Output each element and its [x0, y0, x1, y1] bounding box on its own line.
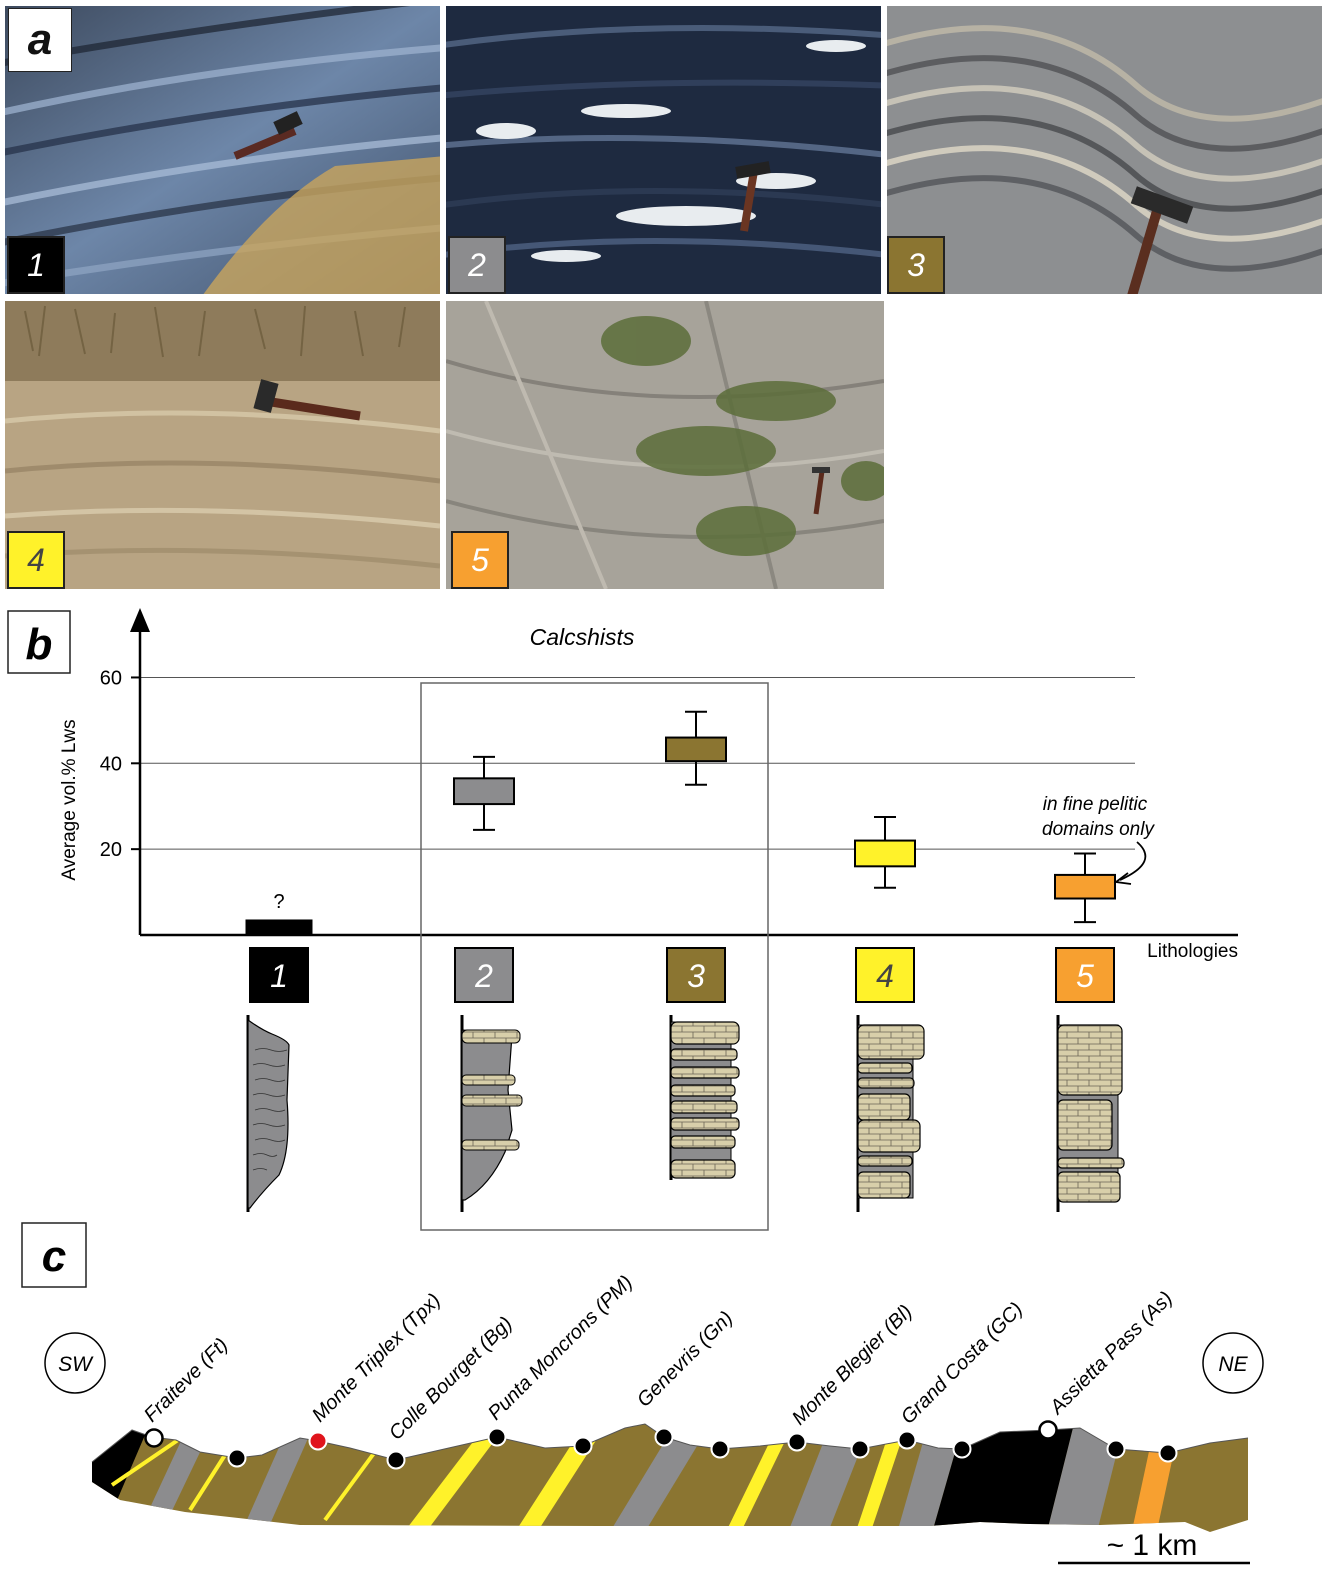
category-badges: 1 2 3 4 5: [249, 947, 1115, 1003]
locality-label-fraiteve: Fraiteve (Ft): [140, 1334, 233, 1427]
box-5: [1054, 873, 1116, 900]
category-label-1: 1: [270, 958, 288, 994]
category-badge-3: [666, 947, 726, 1003]
ne-label: NE: [1218, 1353, 1248, 1376]
site-marker: [487, 1427, 507, 1447]
scale-bar-label: ~ 1 km: [1107, 1529, 1198, 1562]
site-marker: [1158, 1443, 1178, 1463]
panel-c-label-box: [21, 1222, 87, 1288]
category-badge-4: [855, 947, 915, 1003]
site-marker: [227, 1448, 247, 1468]
sw-label: SW: [58, 1353, 94, 1376]
sample-sites: [144, 1420, 1178, 1470]
site-marker: [1038, 1420, 1058, 1440]
category-label-5: 5: [1076, 958, 1094, 994]
category-label-4: 4: [876, 958, 894, 994]
x-axis-label: Lithologies: [1147, 941, 1238, 962]
photo-badge-4: 4: [7, 531, 65, 589]
highlight-frame: [420, 682, 769, 1231]
strat-column-1: [246, 1015, 290, 1212]
locality-label-grand-costa: Grand Costa (GC): [897, 1298, 1027, 1428]
box-4: [854, 839, 916, 868]
locality-label-monte-blegier: Monte Blegier (Bl): [788, 1301, 917, 1430]
panel-b-label: b: [26, 620, 53, 669]
strat-column-4: [856, 1015, 925, 1212]
site-marker: [144, 1428, 164, 1448]
site-marker: [386, 1450, 406, 1470]
cross-section: [92, 1424, 1248, 1532]
strat-column-5: [1056, 1015, 1125, 1212]
category-label-3: 3: [687, 958, 705, 994]
category-badge-5: [1055, 947, 1115, 1003]
strat-column-3: [669, 1015, 740, 1180]
site-marker-highlight: [308, 1431, 328, 1451]
category-badge-2: [454, 947, 514, 1003]
outcrop-photo-4: [5, 301, 440, 589]
box-plots: ?: [245, 710, 1116, 936]
ne-compass-circle: [1202, 1332, 1264, 1394]
box-1: [245, 919, 313, 936]
outcrop-photo-1: [5, 6, 440, 294]
photo-badge-3: 3: [887, 236, 945, 294]
site-marker: [654, 1427, 674, 1447]
site-marker: [897, 1430, 917, 1450]
site-marker: [850, 1439, 870, 1459]
chart-title: Calcshists: [530, 624, 635, 650]
site-marker: [1106, 1439, 1126, 1459]
y-axis-label: Average vol.% Lws: [59, 719, 80, 880]
site-marker: [710, 1439, 730, 1459]
y-tick-label: 40: [100, 753, 122, 775]
locality-label-genevris: Genevris (Gn): [633, 1307, 737, 1411]
y-tick-label: 20: [100, 839, 122, 861]
box-2: [453, 777, 515, 806]
unknown-marker: ?: [273, 891, 284, 913]
photo-badge-5: 5: [451, 531, 509, 589]
category-badge-1: [249, 947, 309, 1003]
box-3: [665, 736, 727, 763]
site-marker: [787, 1432, 807, 1452]
strat-column-2: [460, 1015, 523, 1212]
figure-bc-canvas: b 20 40 60 Calcshists Average vol.% Lws Li…: [7, 608, 1264, 1565]
outcrop-photo-3: [887, 6, 1322, 294]
y-tick-label: 60: [100, 667, 122, 689]
annotation-line-1: in fine pelitic: [1043, 794, 1148, 815]
panel-b-label-box: [7, 610, 71, 674]
panel-c-label: c: [42, 1232, 66, 1281]
photo-badge-1: 1: [7, 236, 65, 294]
category-label-2: 2: [474, 958, 493, 994]
site-marker: [952, 1439, 972, 1459]
panel-a-label: a: [8, 8, 72, 72]
locality-label-assietta-pass: Assietta Pass (As): [1045, 1287, 1177, 1419]
sw-compass-circle: [44, 1332, 106, 1394]
site-marker: [573, 1436, 593, 1456]
photo-badge-2: 2: [448, 236, 506, 294]
outcrop-photo-5: [446, 301, 884, 589]
annotation-line-2: domains only: [1042, 819, 1155, 840]
locality-label-punta-moncrons: Punta Moncrons (PM): [484, 1271, 637, 1424]
gridlines: [140, 676, 1135, 850]
y-tick-labels: 20 40 60: [100, 667, 140, 861]
outcrop-photo-2: [446, 6, 881, 294]
annotation-arrow: [1119, 841, 1147, 881]
y-axis-arrow: [130, 608, 150, 632]
topographic-profile: [91, 1423, 1249, 1463]
annotation-arrowhead: [1113, 872, 1132, 885]
